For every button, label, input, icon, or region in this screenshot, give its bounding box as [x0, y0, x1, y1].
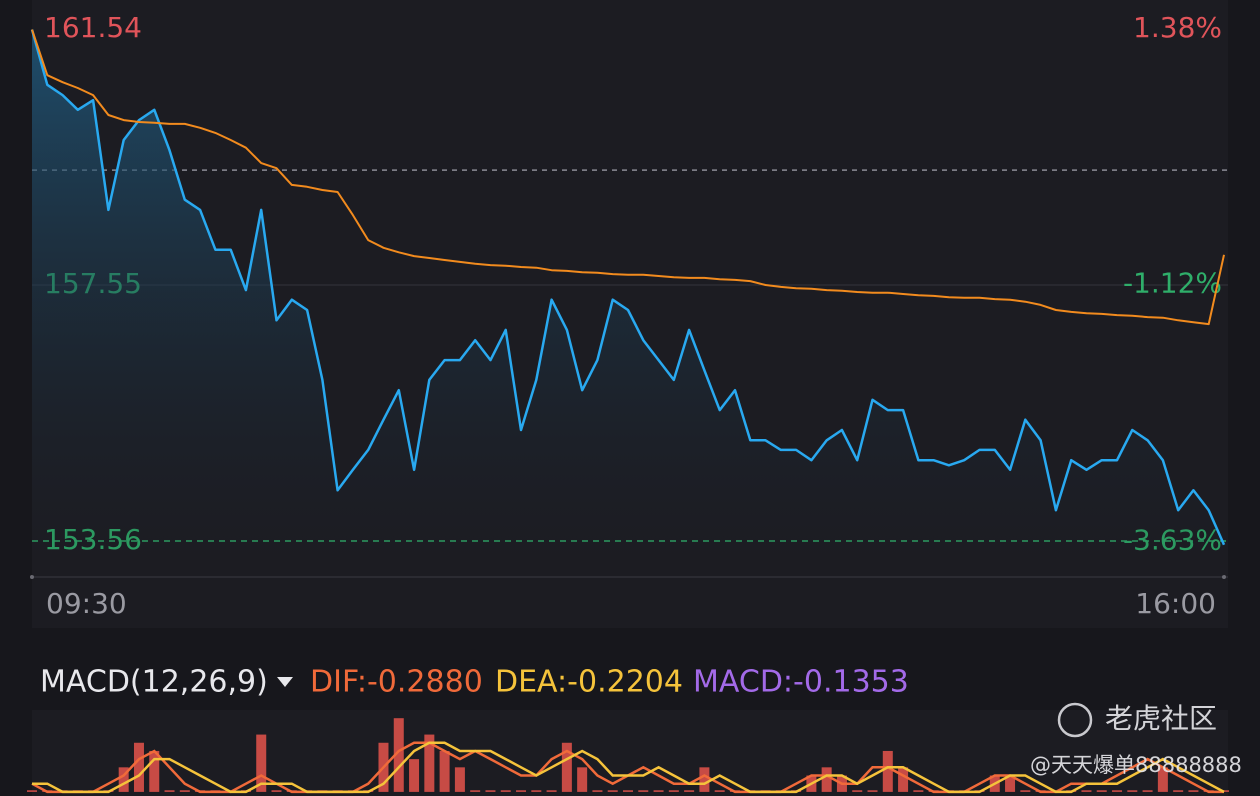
macd-bar — [1005, 775, 1016, 792]
macd-bar — [1157, 767, 1168, 792]
macd-bar — [577, 767, 588, 792]
series-line — [30, 29, 1226, 546]
dea-label: DEA:-0.2204 — [495, 665, 683, 700]
macd-title: MACD(12,26,9) — [40, 665, 268, 700]
macd-bar — [470, 790, 481, 792]
macd-bar — [454, 767, 465, 792]
watermark-brand: 老虎社区 — [1105, 702, 1217, 735]
macd-bar — [485, 790, 496, 792]
macd-bar — [271, 790, 282, 792]
macd-label: MACD:-0.1353 — [693, 665, 909, 700]
macd-bar — [607, 790, 618, 792]
macd-bar — [668, 790, 679, 792]
macd-bar — [164, 790, 175, 792]
macd-bar — [179, 790, 190, 792]
macd-bar — [27, 790, 37, 792]
macd-bar — [1096, 790, 1107, 792]
series-line — [31, 29, 1225, 326]
macd-bar — [867, 790, 878, 792]
macd-bar — [516, 790, 527, 792]
y2-tick-label: 1.38% — [1133, 11, 1222, 44]
macd-bar — [1173, 790, 1184, 792]
x-tick-label: 09:30 — [46, 587, 127, 620]
macd-bar — [638, 790, 649, 792]
macd-bar — [149, 750, 160, 792]
macd-bar — [133, 742, 144, 792]
macd-bar — [623, 790, 633, 792]
macd-bar — [500, 790, 511, 792]
macd-bar — [1188, 790, 1199, 792]
macd-bar — [393, 718, 404, 792]
dropdown-arrow[interactable] — [277, 677, 293, 687]
macd-bar — [821, 767, 832, 792]
macd-bar — [1142, 790, 1153, 792]
watermark-user: @天天爆单88888888 — [1030, 753, 1242, 777]
macd-bar — [1127, 790, 1138, 792]
macd-bar — [424, 734, 435, 792]
macd-bar — [118, 767, 129, 792]
macd-bar — [531, 790, 542, 792]
macd-bar — [439, 750, 450, 792]
macd-bar — [699, 767, 710, 792]
macd-bar — [1081, 790, 1092, 792]
macd-bar — [1112, 790, 1123, 792]
macd-bar — [714, 790, 725, 792]
plot-layer: 153.56157.55161.54-3.63%-1.12%1.38%09:30… — [27, 11, 1229, 794]
y2-tick-label: -1.12% — [1123, 267, 1222, 300]
macd-bar — [1020, 790, 1031, 792]
dif-label: DIF:-0.2880 — [310, 665, 483, 700]
macd-bar — [409, 759, 420, 792]
macd-line — [32, 741, 1225, 794]
macd-bar — [256, 734, 267, 792]
macd-panel — [32, 710, 1228, 796]
macd-bar — [684, 790, 695, 792]
macd-bar — [898, 767, 909, 792]
macd-bar — [592, 790, 603, 792]
macd-bar — [546, 790, 557, 792]
y-tick-label: 161.54 — [44, 11, 142, 44]
watermark-logo — [1057, 702, 1093, 738]
macd-bar — [882, 750, 893, 792]
x-tick-label: 16:00 — [1135, 587, 1216, 620]
macd-bar — [653, 790, 664, 792]
macd-bar — [852, 790, 863, 792]
macd-bar — [913, 790, 924, 792]
macd-bar — [561, 742, 572, 792]
